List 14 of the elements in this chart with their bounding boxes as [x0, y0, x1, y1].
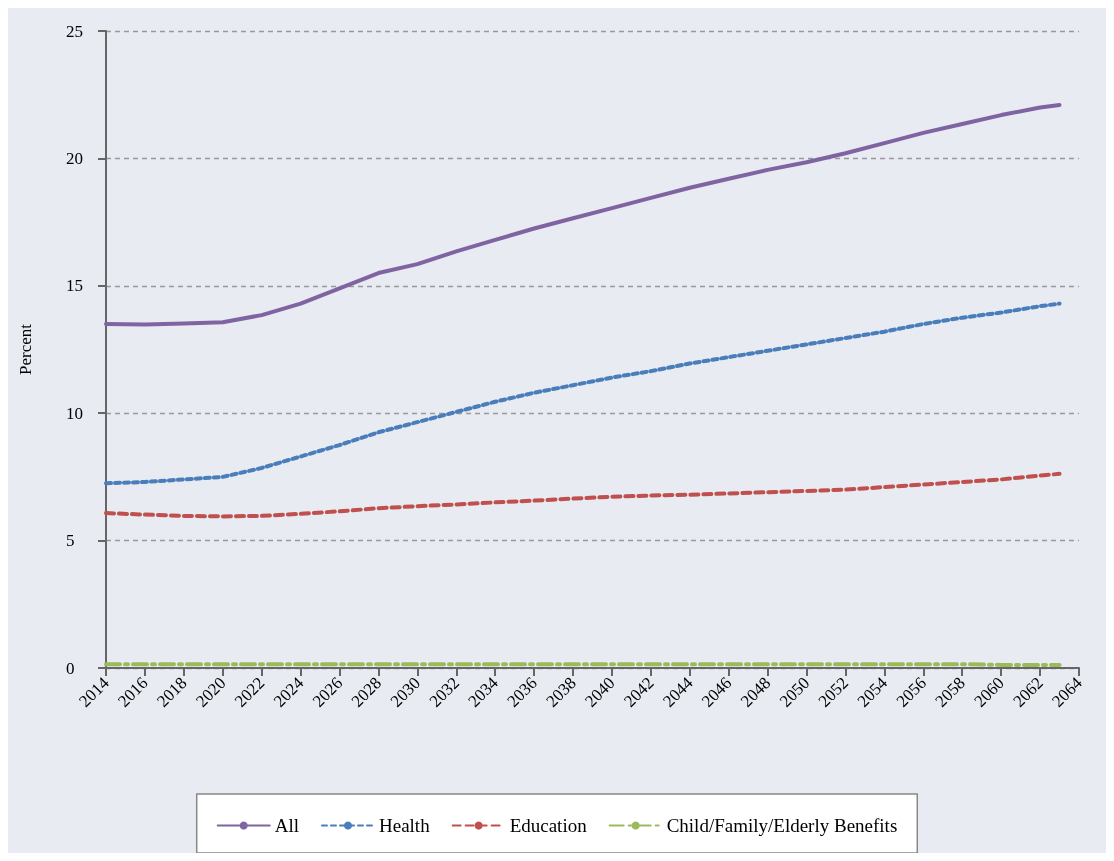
y-tick-label: 10 [66, 403, 83, 423]
y-tick-label: 15 [66, 276, 83, 296]
line-series [104, 102, 1062, 327]
legend-label: All [274, 815, 299, 836]
y-tick-label: 25 [66, 21, 83, 41]
y-tick-label: 0 [66, 658, 75, 678]
legend-label: Child/Family/Elderly Benefits [666, 815, 898, 836]
legend-label: Health [378, 815, 431, 836]
legend-label: Education [509, 815, 588, 836]
line-series [104, 301, 1062, 486]
y-axis-title: Percent [16, 323, 35, 375]
y-tick-label: 5 [66, 531, 75, 551]
y-tick-label: 20 [66, 148, 83, 168]
line-series [104, 471, 1062, 519]
